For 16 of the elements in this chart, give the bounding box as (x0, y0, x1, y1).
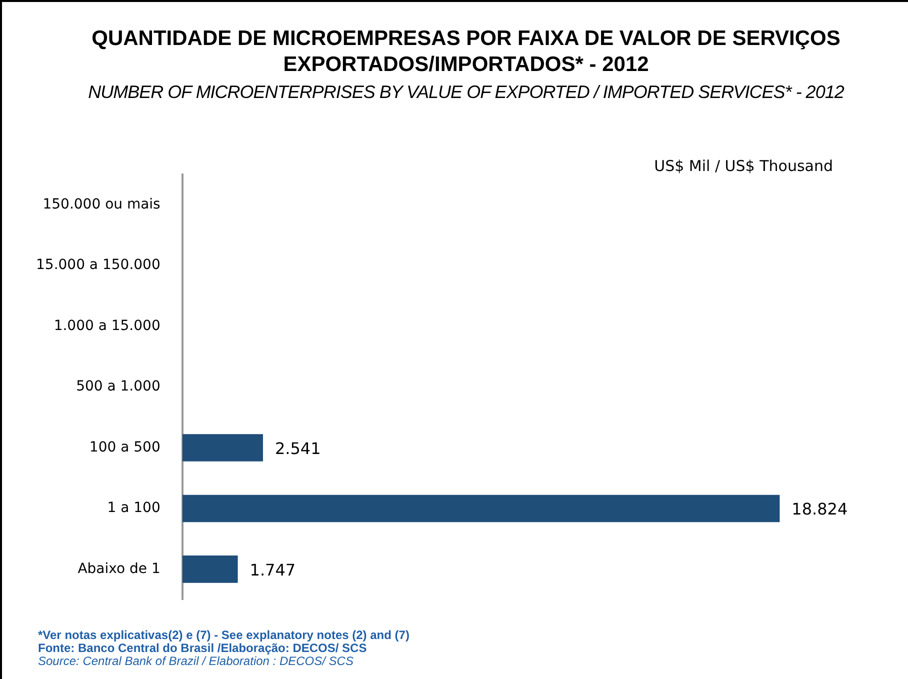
chart-title: QUANTIDADE DE MICROEMPRESAS POR FAIXA DE VALOR DE SERVIÇOS EXPORTADOS/IMPORTADOS* - 2012 (90, 26, 842, 78)
y-tick-label: 15.000 a 150.000 (36, 257, 160, 274)
source-note: Fonte: Banco Central do Brasil /Elaboração: DECOS/ SCS (38, 641, 368, 655)
chart-subtitle: NUMBER OF MICROENTERPRISES BY VALUE OF EXPORTED / IMPORTED SERVICES* - 2012 (87, 82, 846, 103)
data-label: 18.824 (792, 500, 848, 519)
y-tick-label: Abaixo de 1 (78, 560, 160, 577)
y-tick-label: 500 a 1.000 (76, 378, 160, 395)
y-tick-label: 100 a 500 (89, 439, 160, 456)
data-label: 2.541 (274, 438, 321, 458)
text: *Ver notas explicativas(2) e (7) - See explanatory notes (2) and (7) (38, 628, 410, 642)
y-tick-label: 1.000 a 15.000 (54, 318, 160, 334)
y-tick-label: 1 a 100 (107, 500, 160, 516)
annotation: US$ Mil / US$ Thousand (654, 157, 833, 175)
data-label: 1.747 (250, 560, 296, 580)
source-note: Source: Central Bank of Brazil / Elaboration : DECOS/ SCS (38, 654, 354, 668)
y-tick-label: 150.000 ou mais (42, 196, 160, 212)
